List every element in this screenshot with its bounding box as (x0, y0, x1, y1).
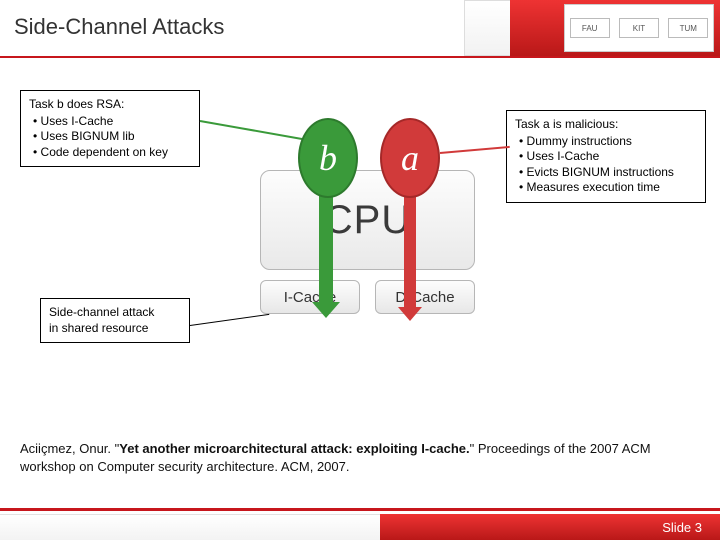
callout-task-b-heading: Task b does RSA: (29, 97, 191, 113)
cpu-chip: CPU (260, 170, 475, 270)
slide-number: Slide 3 (662, 520, 702, 535)
callout-task-b-item: Uses I-Cache (33, 114, 191, 130)
callout-task-b-item: Code dependent on key (33, 145, 191, 161)
logo-fau: FAU (570, 18, 610, 38)
task-a-oval: a (380, 118, 440, 198)
footer-white (0, 514, 380, 540)
callout-task-b-item: Uses BIGNUM lib (33, 129, 191, 145)
slide-body: Task b does RSA: Uses I-Cache Uses BIGNU… (0, 80, 720, 480)
page-title: Side-Channel Attacks (14, 14, 224, 40)
leader-line-b (200, 120, 309, 141)
arrow-b-stem (319, 195, 333, 305)
header: Side-Channel Attacks FAU KIT TUM (0, 0, 720, 56)
header-rule (0, 56, 720, 58)
callout-side-channel-line1: Side-channel attack (49, 305, 181, 321)
footer: Slide 3 (0, 508, 720, 540)
callout-task-a-item: Uses I-Cache (519, 149, 697, 165)
logo-tum: TUM (668, 18, 708, 38)
header-logos: FAU KIT TUM (564, 4, 714, 52)
callout-side-channel: Side-channel attack in shared resource (40, 298, 190, 343)
callout-task-a-item: Dummy instructions (519, 134, 697, 150)
callout-task-a-item: Measures execution time (519, 180, 697, 196)
icache-box: I-Cache (260, 280, 360, 314)
footer-red: Slide 3 (380, 514, 720, 540)
citation-prefix: Aciiçmez, Onur. " (20, 441, 119, 456)
callout-task-b: Task b does RSA: Uses I-Cache Uses BIGNU… (20, 90, 200, 167)
citation-bold: Yet another microarchitectural attack: e… (119, 441, 469, 456)
dcache-box: D-Cache (375, 280, 475, 314)
arrow-a-stem (404, 195, 416, 310)
leader-line-a (440, 146, 510, 154)
citation: Aciiçmez, Onur. "Yet another microarchit… (20, 440, 700, 475)
cache-row: I-Cache D-Cache (260, 280, 475, 314)
callout-side-channel-line2: in shared resource (49, 321, 181, 337)
leader-line-bottom (190, 314, 269, 326)
arrow-a-head-icon (398, 307, 422, 321)
slide: Side-Channel Attacks FAU KIT TUM Task b … (0, 0, 720, 540)
callout-task-b-list: Uses I-Cache Uses BIGNUM lib Code depend… (29, 114, 191, 161)
footer-rule (0, 508, 720, 511)
logo-kit: KIT (619, 18, 659, 38)
cpu-diagram: CPU I-Cache D-Cache (260, 170, 475, 314)
callout-task-a: Task a is malicious: Dummy instructions … (506, 110, 706, 203)
arrow-b-head-icon (312, 302, 340, 318)
callout-task-a-item: Evicts BIGNUM instructions (519, 165, 697, 181)
header-stripe-white (464, 0, 510, 56)
callout-task-a-list: Dummy instructions Uses I-Cache Evicts B… (515, 134, 697, 196)
task-b-oval: b (298, 118, 358, 198)
callout-task-a-heading: Task a is malicious: (515, 117, 697, 133)
